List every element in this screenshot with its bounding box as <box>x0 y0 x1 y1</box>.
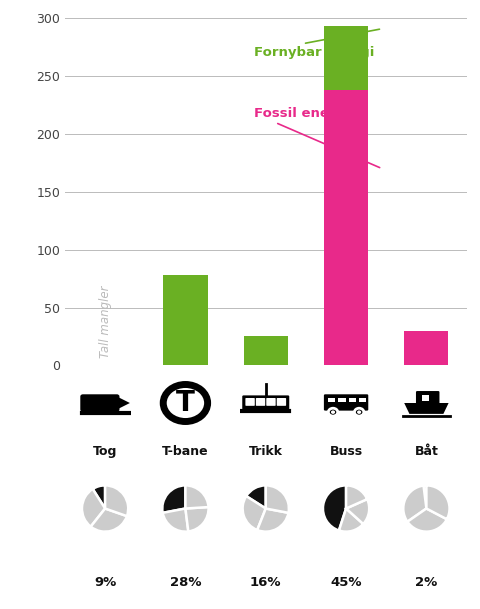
Wedge shape <box>265 485 288 513</box>
Text: 28%: 28% <box>169 576 201 588</box>
Wedge shape <box>402 485 425 522</box>
Wedge shape <box>322 485 345 530</box>
Text: Båt: Båt <box>414 445 437 457</box>
Wedge shape <box>407 509 446 532</box>
Text: Fossil energi: Fossil energi <box>253 107 379 167</box>
Bar <box>324 26 367 90</box>
Text: 16%: 16% <box>250 576 281 588</box>
Wedge shape <box>105 485 128 516</box>
Wedge shape <box>162 485 185 513</box>
Bar <box>404 331 447 365</box>
Wedge shape <box>345 485 366 509</box>
Wedge shape <box>82 489 105 527</box>
Text: Buss: Buss <box>329 445 362 457</box>
Wedge shape <box>93 485 105 509</box>
Text: 2%: 2% <box>414 576 437 588</box>
Wedge shape <box>246 485 265 509</box>
Bar <box>324 90 367 365</box>
Text: Fornybar energi: Fornybar energi <box>253 29 379 60</box>
Wedge shape <box>185 507 208 532</box>
Text: 45%: 45% <box>330 576 361 588</box>
Bar <box>243 336 287 365</box>
Bar <box>163 275 207 365</box>
Wedge shape <box>91 509 127 532</box>
Text: 9%: 9% <box>94 576 116 588</box>
Wedge shape <box>345 499 369 524</box>
Text: T-bane: T-bane <box>162 445 208 457</box>
Text: Trikk: Trikk <box>248 445 282 457</box>
Wedge shape <box>422 485 425 509</box>
Wedge shape <box>257 509 288 532</box>
Text: Tog: Tog <box>93 445 117 457</box>
Wedge shape <box>185 485 208 509</box>
Wedge shape <box>242 496 265 530</box>
Wedge shape <box>162 509 188 532</box>
Wedge shape <box>425 485 449 519</box>
Wedge shape <box>338 509 362 532</box>
Text: Tall mangler: Tall mangler <box>98 285 111 357</box>
